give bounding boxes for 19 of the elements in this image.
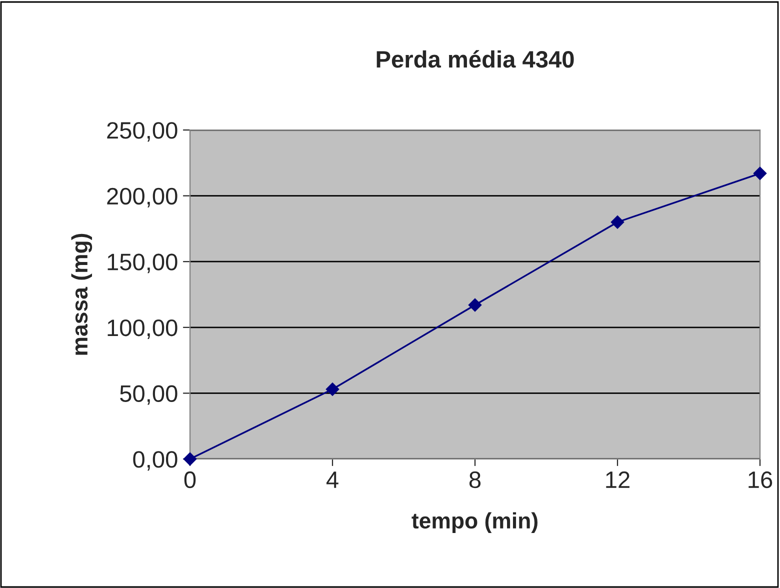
x-tick-label: 16	[748, 471, 772, 488]
y-tick-label: 150,00	[108, 254, 178, 274]
y-tick-label: 100,00	[108, 319, 178, 339]
x-tick-label: 8	[469, 471, 481, 488]
y-tick-label: 0,00	[133, 451, 178, 471]
x-tick-label: 0	[184, 471, 196, 488]
y-tick-label: 250,00	[107, 122, 178, 142]
y-tick-label: 200,00	[107, 188, 178, 208]
y-axis-title: massa (mg)	[71, 234, 92, 355]
y-tick-label: 50,00	[120, 385, 178, 405]
chart-title: Perda média 4340	[376, 50, 574, 68]
point	[326, 382, 340, 396]
point	[610, 216, 624, 229]
x-axis-title: tempo (min)	[412, 512, 538, 533]
point	[753, 166, 767, 180]
x-tick-label: 4	[326, 472, 338, 488]
point	[183, 452, 197, 466]
point	[468, 298, 482, 312]
x-tick-label: 12	[606, 471, 630, 488]
